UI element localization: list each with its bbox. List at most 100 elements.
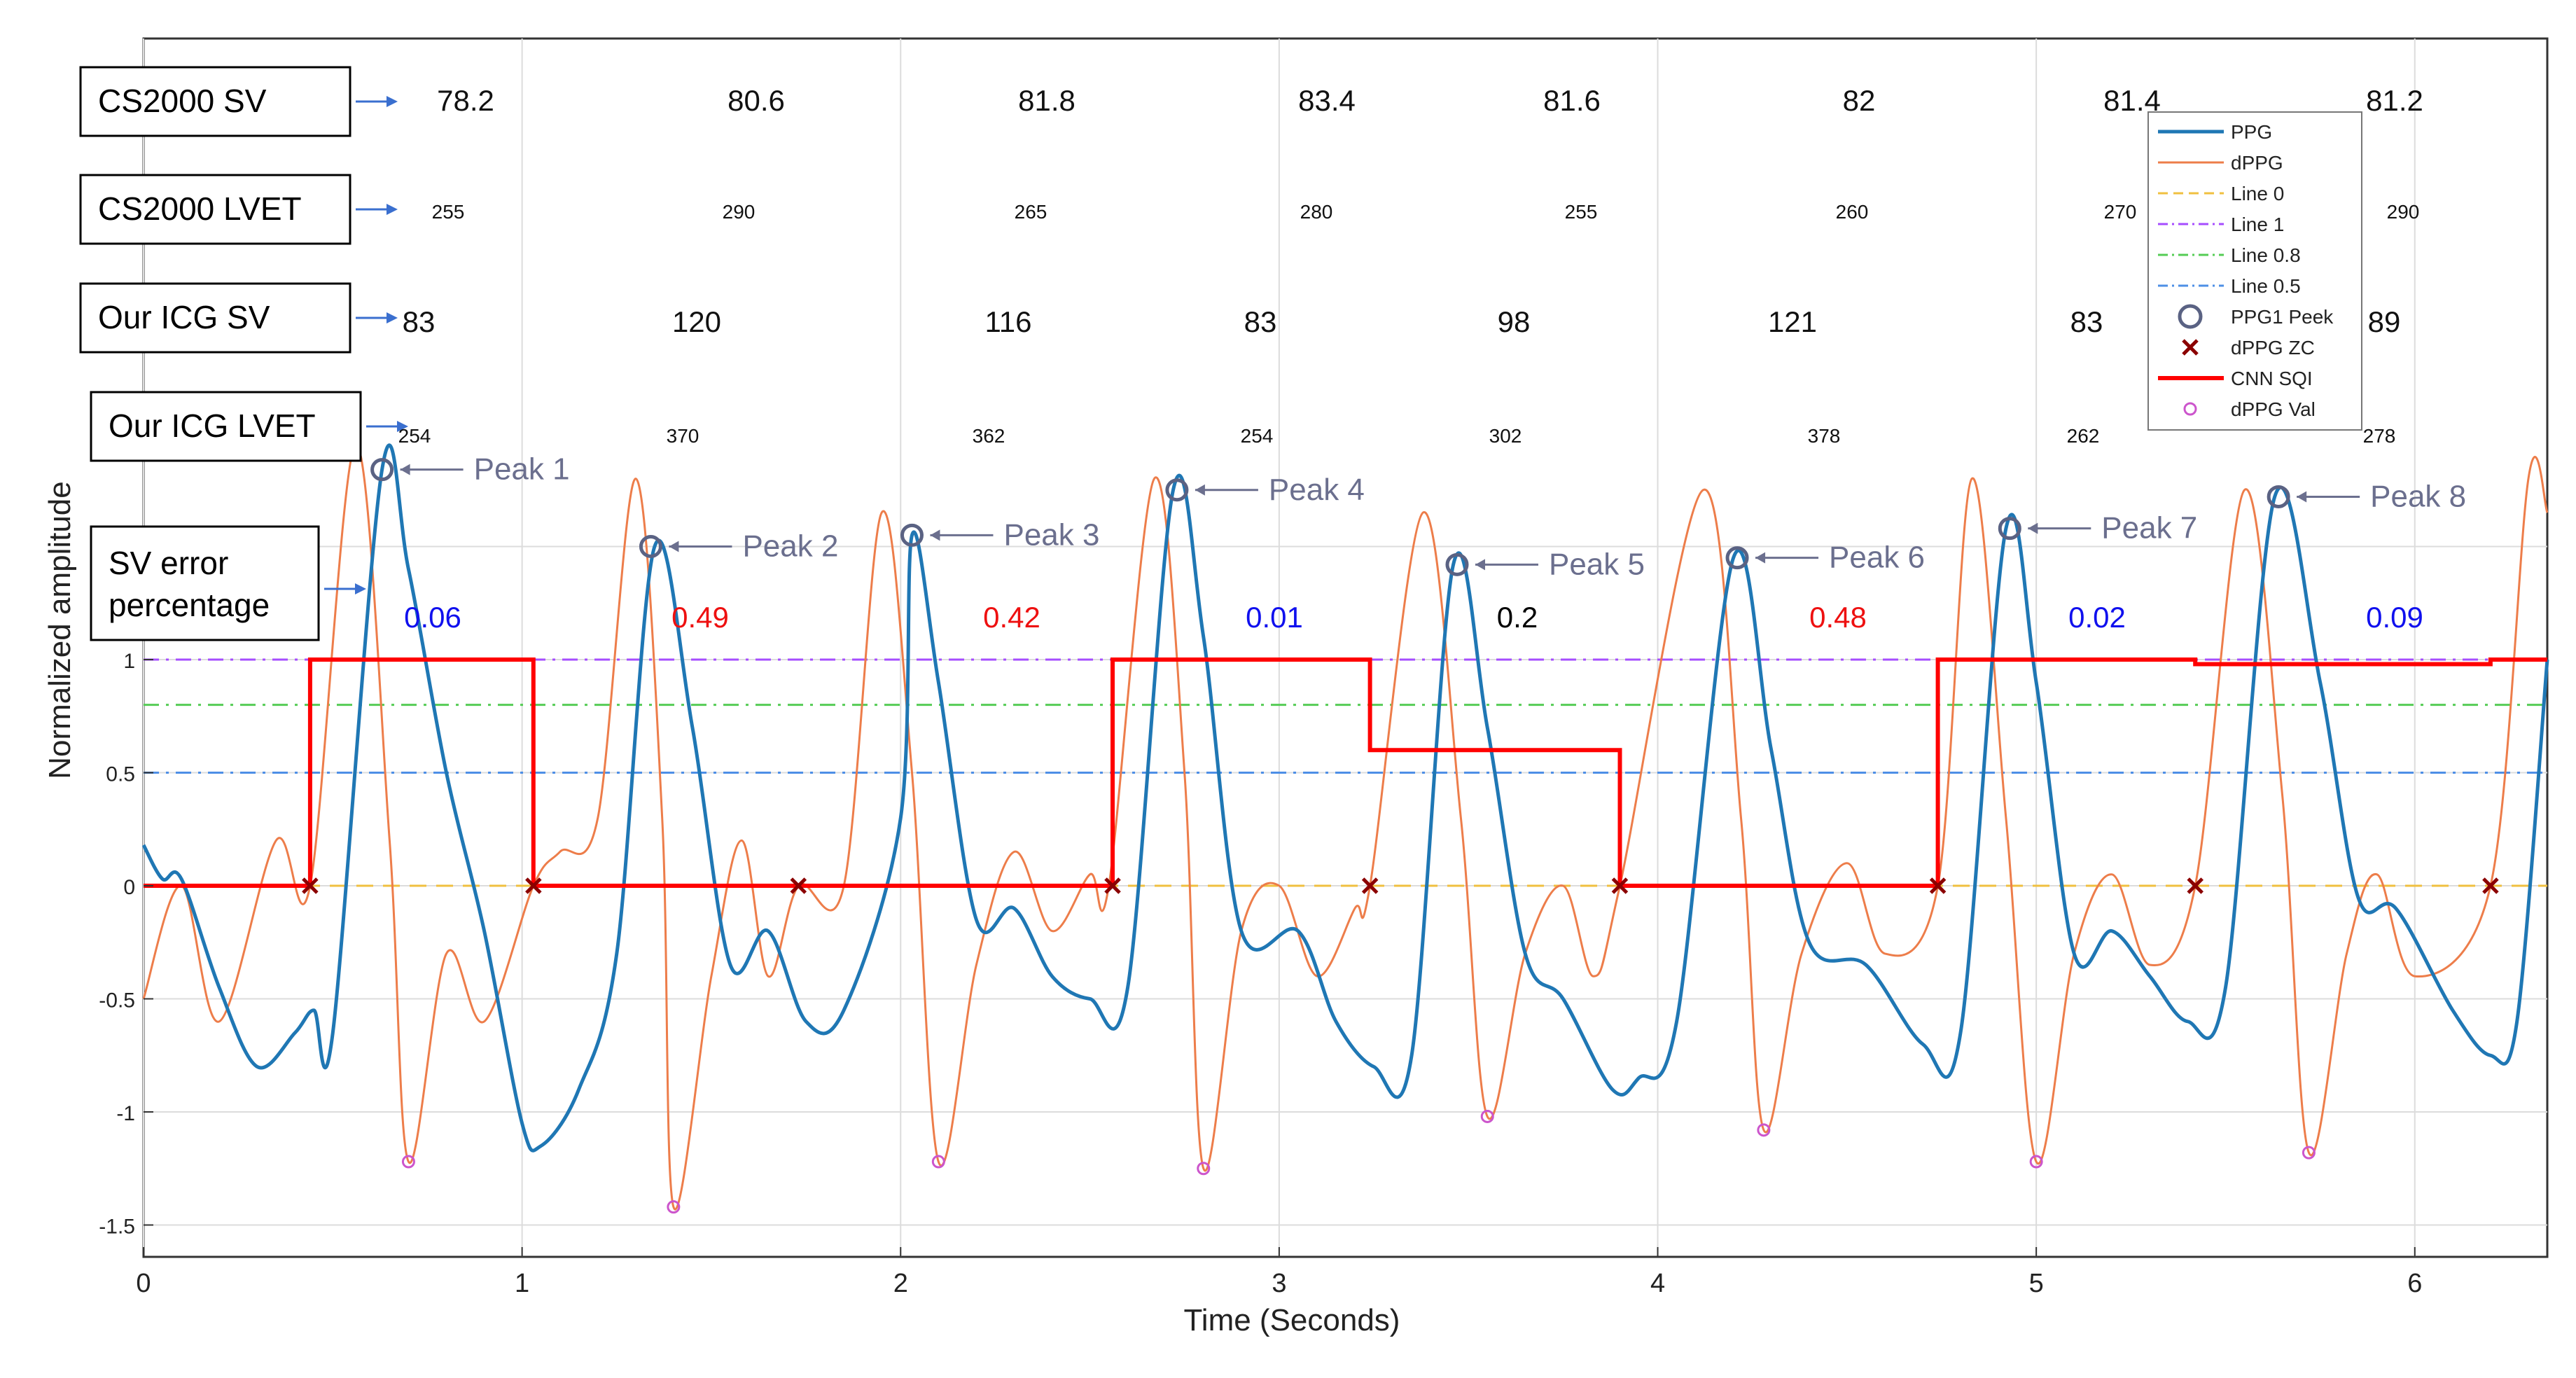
legend-label: Line 0.8 — [2231, 244, 2301, 266]
sv-error-value: 0.06 — [404, 601, 461, 634]
dppg-zc-marker — [302, 877, 319, 894]
dppg-val-marker — [667, 1200, 681, 1214]
legend-label: PPG1 Peek — [2231, 306, 2334, 328]
dppg-zc-marker — [1611, 877, 1629, 894]
our-icg-sv-value: 83 — [2070, 305, 2103, 338]
peak-arrowhead — [930, 529, 940, 541]
ppg-peak-marker — [639, 535, 662, 558]
dppg-val-marker — [2302, 1146, 2316, 1160]
row-arrowhead — [387, 312, 398, 323]
legend-symbol — [2182, 339, 2199, 356]
sv-error-value: 0.2 — [1497, 601, 1538, 634]
row-label-cs2000-lvet: CS2000 LVET — [98, 190, 302, 227]
dppg-zc-marker — [1361, 877, 1379, 894]
ppg-line — [141, 443, 2549, 1153]
row-label-box-our-icg-lvet — [90, 391, 362, 462]
row-label-box-our-icg-sv — [79, 282, 351, 354]
our-icg-lvet-value: 262 — [2067, 425, 2100, 447]
peak-label: Peak 1 — [474, 452, 570, 487]
ppg-peak-marker — [370, 458, 394, 482]
cs2000-lvet-value: 270 — [2104, 201, 2137, 223]
our-icg-lvet-value: 370 — [667, 425, 699, 447]
row-arrowhead — [387, 96, 398, 107]
row-label-box-cs2000-lvet — [79, 174, 351, 245]
ppg-peak-marker — [1998, 517, 2021, 541]
y-tick-label: -1.5 — [99, 1216, 135, 1239]
dppg-zc-marker — [790, 877, 807, 894]
our-icg-sv-value: 89 — [2368, 305, 2401, 338]
cs2000-sv-value: 81.6 — [1543, 84, 1601, 117]
cs2000-sv-value: 81.4 — [2103, 84, 2161, 117]
row-label-our-icg-sv: Our ICG SV — [98, 299, 270, 335]
sv-error-value: 0.09 — [2366, 601, 2423, 634]
row-arrowhead — [397, 421, 408, 432]
ppg-peak-marker — [900, 523, 924, 547]
dppg-val-marker — [931, 1155, 945, 1169]
row-label-sv-error-percentage-line2: percentage — [109, 587, 270, 623]
cs2000-lvet-value: 290 — [2387, 201, 2420, 223]
our-icg-sv-value: 116 — [985, 305, 1032, 338]
plot-frame — [142, 37, 2549, 1258]
cs2000-sv-value: 80.6 — [727, 84, 785, 117]
peak-arrowhead — [2028, 522, 2038, 534]
cs2000-lvet-value: 265 — [1015, 201, 1047, 223]
cs2000-sv-value: 81.8 — [1018, 84, 1075, 117]
dppg-zc-marker — [2187, 877, 2203, 894]
x-tick-label: 4 — [1650, 1269, 1665, 1298]
row-label-our-icg-lvet: Our ICG LVET — [109, 408, 316, 444]
peak-label: Peak 7 — [2101, 511, 2197, 545]
axes: Time (Seconds) Normalized amplitude 0 1 2 3… — [43, 481, 2422, 1337]
our-icg-sv-value: 98 — [1498, 305, 1531, 338]
peak-label: Peak 2 — [742, 529, 838, 564]
peak-label: Peak 3 — [1003, 517, 1099, 552]
cs2000-lvet-value: 255 — [1565, 201, 1598, 223]
our-icg-sv-value: 83 — [1244, 305, 1277, 338]
y-axis-label: Normalized amplitude — [43, 481, 77, 779]
our-icg-sv-value: 83 — [403, 305, 436, 338]
peak-label: Peak 8 — [2370, 479, 2466, 513]
legend-label: Line 0 — [2231, 183, 2284, 204]
cs2000-sv-value: 83.4 — [1298, 84, 1356, 117]
cnn-sqi-line — [144, 657, 2547, 888]
ppg-peak-marker — [1725, 546, 1749, 570]
y-tick-label: -0.5 — [99, 989, 135, 1012]
value-table: CS2000 SV CS2000 LVET Our ICG SV Our ICG LV… — [79, 66, 2423, 641]
our-icg-sv-value: 120 — [672, 305, 721, 338]
our-icg-lvet-value: 254 — [1241, 425, 1274, 447]
x-tick-label: 6 — [2407, 1269, 2422, 1298]
peak-label: Peak 4 — [1269, 473, 1365, 507]
dppg-zc-marker — [525, 877, 542, 894]
y-tick-label: 1 — [123, 650, 135, 673]
row-label-box-cs2000-sv — [79, 66, 351, 137]
row-arrowhead — [387, 204, 398, 215]
legend-symbol — [2183, 402, 2197, 416]
our-icg-sv-value: 121 — [1768, 305, 1817, 338]
cs2000-sv-value: 81.2 — [2366, 84, 2423, 117]
cs2000-lvet-value: 290 — [723, 201, 756, 223]
legend: PPG dPPG Line 0 Line 1 Line 0.8 Line 0.5 PPG1 … — [2147, 111, 2362, 431]
cs2000-lvet-value: 260 — [1836, 201, 1869, 223]
dppg-zc-marker — [1104, 877, 1121, 894]
y-tick-label: 0 — [123, 876, 135, 899]
our-icg-lvet-value: 362 — [973, 425, 1005, 447]
legend-label: Line 1 — [2231, 214, 2284, 235]
ppg-peak-marker — [1445, 552, 1469, 576]
peak-label: Peak 5 — [1549, 547, 1645, 581]
sv-error-value: 0.48 — [1809, 601, 1867, 634]
peak-label: Peak 6 — [1829, 541, 1925, 575]
row-label-box-sv-error-percentage — [90, 525, 320, 641]
grid — [142, 37, 2549, 1258]
y-tick-label: 0.5 — [106, 763, 135, 786]
x-tick-label: 0 — [136, 1269, 151, 1298]
peak-arrowhead — [1475, 559, 1485, 571]
row-label-cs2000-sv: CS2000 SV — [98, 83, 267, 119]
sv-error-value: 0.02 — [2068, 601, 2126, 634]
sv-error-value: 0.42 — [983, 601, 1040, 634]
legend-label: dPPG ZC — [2231, 337, 2315, 359]
our-icg-lvet-value: 378 — [1808, 425, 1841, 447]
dppg-val-marker — [1480, 1109, 1494, 1123]
dppg-val-marker — [1197, 1162, 1211, 1176]
legend-label: Line 0.5 — [2231, 275, 2301, 297]
sv-error-value: 0.01 — [1246, 601, 1303, 634]
